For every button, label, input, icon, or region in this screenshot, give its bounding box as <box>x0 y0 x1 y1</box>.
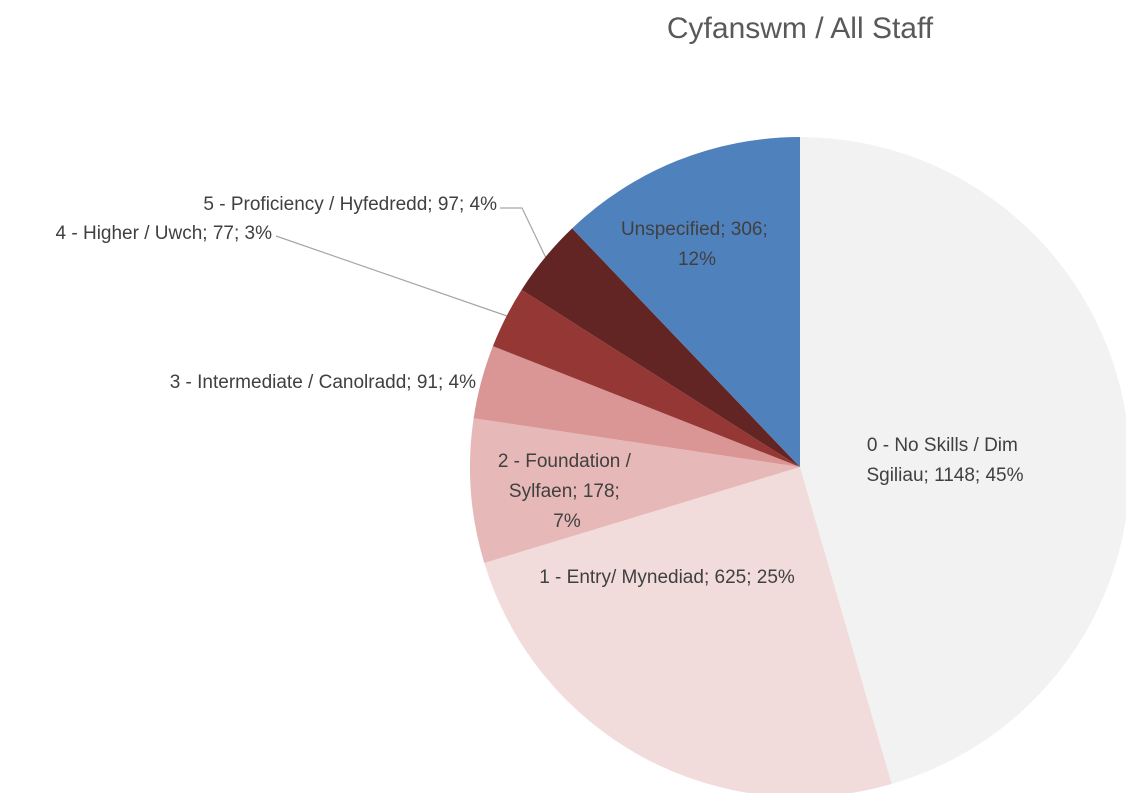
pie-slice <box>800 137 1126 785</box>
pie-slice <box>484 467 892 793</box>
data-label: 5 - Proficiency / Hyfedredd; 97; 4% <box>203 194 497 215</box>
data-label: 2 - Foundation / Sylfaen; 178; 7% <box>498 451 636 532</box>
leader-line <box>500 207 547 259</box>
pie-slice <box>572 137 800 467</box>
pie-slice <box>521 228 800 467</box>
pie-slice <box>492 289 800 467</box>
data-label: Unspecified; 306; 12% <box>621 219 773 270</box>
chart-title: Cyfanswm / All Staff <box>667 12 934 45</box>
pie-slice <box>470 418 800 564</box>
pie-slice <box>473 346 800 467</box>
leader-line <box>275 235 508 317</box>
data-label: 4 - Higher / Uwch; 77; 3% <box>56 223 273 244</box>
data-label: 1 - Entry/ Mynediad; 625; 25% <box>539 567 795 588</box>
data-label: 0 - No Skills / Dim Sgiliau; 1148; 45% <box>866 435 1023 486</box>
data-label: 3 - Intermediate / Canolradd; 91; 4% <box>170 372 476 393</box>
